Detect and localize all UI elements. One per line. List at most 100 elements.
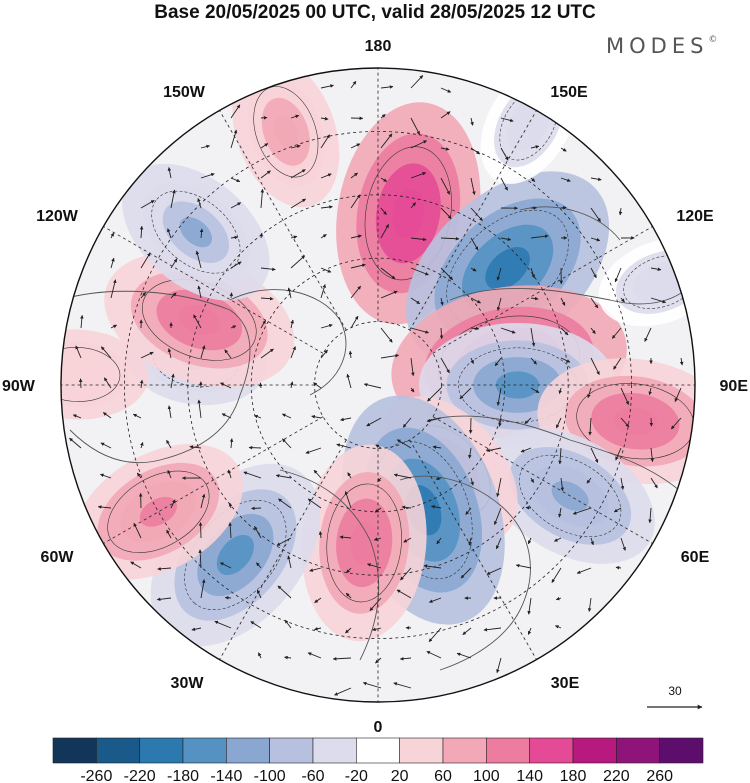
wind-vector bbox=[166, 529, 172, 539]
wind-vector bbox=[350, 194, 361, 209]
wind-vector bbox=[259, 382, 263, 389]
contour-line bbox=[107, 470, 210, 553]
wind-vector bbox=[311, 415, 322, 419]
anomaly-contour bbox=[485, 246, 530, 290]
wind-vector bbox=[251, 506, 262, 511]
wind-vector bbox=[613, 507, 622, 513]
lon-label-150e: 150E bbox=[550, 84, 588, 101]
brand-logo: MODES© bbox=[606, 34, 717, 58]
wind-vector bbox=[496, 387, 502, 406]
wind-vector bbox=[197, 285, 202, 299]
colorbar-swatch bbox=[226, 737, 270, 764]
wind-vector bbox=[260, 170, 271, 179]
wind-vector bbox=[136, 472, 142, 479]
wind-vector bbox=[167, 167, 172, 179]
wind-vector bbox=[230, 325, 237, 329]
wind-vector bbox=[110, 324, 118, 329]
wind-vector bbox=[250, 621, 262, 629]
wind-vector bbox=[167, 405, 172, 419]
colorbar-tick-label: 20 bbox=[391, 768, 409, 783]
wind-vector bbox=[350, 172, 358, 179]
colorbar-tick-label: -180 bbox=[167, 768, 199, 783]
wind-vector bbox=[110, 232, 115, 239]
wind-vector bbox=[258, 652, 262, 659]
wind-vector bbox=[380, 267, 396, 280]
wind-vector bbox=[648, 507, 652, 524]
wind-vector bbox=[620, 297, 625, 303]
colorbar-swatch bbox=[442, 737, 487, 764]
wind-vector bbox=[530, 477, 535, 483]
wind-vector bbox=[170, 292, 177, 299]
wind-vector bbox=[320, 267, 332, 273]
lon-label-90w: 90W bbox=[2, 378, 36, 395]
wind-vector bbox=[590, 537, 594, 546]
wind-vector bbox=[157, 567, 172, 571]
wind-vector bbox=[470, 267, 477, 272]
wind-vector bbox=[410, 267, 429, 276]
lon-label-0: 0 bbox=[374, 719, 383, 736]
wind-vector bbox=[348, 350, 353, 359]
colorbar-swatch bbox=[356, 737, 400, 764]
wind-vector bbox=[139, 379, 144, 389]
wind-vector bbox=[470, 177, 476, 196]
meridian-line bbox=[103, 226, 324, 354]
wind-vector bbox=[436, 537, 442, 545]
wind-vector bbox=[530, 177, 536, 182]
colorbar-tick-label: 260 bbox=[646, 768, 673, 783]
wind-vector bbox=[350, 143, 361, 149]
wind-vector bbox=[290, 319, 294, 329]
wind-vector bbox=[435, 476, 442, 481]
wind-vector bbox=[402, 417, 412, 428]
meridian-line bbox=[409, 439, 537, 660]
wind-vector bbox=[399, 656, 412, 661]
wind-vector bbox=[260, 267, 276, 272]
wind-vector bbox=[350, 80, 357, 89]
anomaly-cell bbox=[61, 329, 149, 420]
wind-vector bbox=[496, 267, 502, 281]
wind-vector bbox=[380, 177, 388, 182]
wind-vector bbox=[367, 563, 382, 569]
coastline bbox=[449, 279, 695, 305]
wind-vector bbox=[586, 477, 592, 484]
wind-vector bbox=[380, 290, 398, 299]
wind-vector bbox=[219, 562, 232, 569]
wind-vector bbox=[256, 562, 262, 569]
contour-line bbox=[326, 483, 402, 603]
wind-vector bbox=[167, 348, 172, 359]
wind-vector bbox=[110, 279, 117, 299]
wind-vector bbox=[307, 498, 322, 509]
wind-vector bbox=[470, 237, 479, 251]
wind-vector bbox=[423, 564, 442, 569]
wind-vector bbox=[347, 472, 352, 479]
wind-vector bbox=[426, 650, 442, 659]
wind-vector bbox=[614, 267, 622, 283]
anomaly-contour bbox=[350, 521, 378, 565]
wind-vector bbox=[278, 498, 292, 509]
wind-vector bbox=[620, 417, 630, 428]
wind-vector bbox=[500, 117, 514, 123]
wind-vector bbox=[560, 477, 565, 492]
wind-vector bbox=[440, 207, 452, 219]
wind-vector bbox=[527, 537, 532, 545]
wind-vector bbox=[287, 287, 292, 299]
wind-vector bbox=[530, 387, 540, 394]
wind-vector bbox=[410, 327, 429, 334]
wind-vector bbox=[167, 228, 172, 239]
wind-vector bbox=[332, 657, 352, 661]
wind-vector bbox=[486, 567, 502, 575]
wind-vector bbox=[470, 326, 480, 331]
colorbar-tick-label: 100 bbox=[473, 768, 500, 783]
wind-vector bbox=[224, 349, 232, 359]
coastline bbox=[61, 290, 251, 464]
wind-vector bbox=[410, 140, 428, 149]
meridian-line bbox=[219, 439, 347, 660]
wind-vector bbox=[620, 387, 630, 405]
wind-vector bbox=[428, 597, 442, 603]
anomaly-contour bbox=[647, 272, 675, 292]
wind-vector bbox=[220, 382, 232, 389]
coastline bbox=[279, 469, 380, 661]
wind-vector bbox=[350, 315, 359, 329]
wind-vector bbox=[618, 207, 623, 216]
wind-vector bbox=[670, 417, 682, 430]
